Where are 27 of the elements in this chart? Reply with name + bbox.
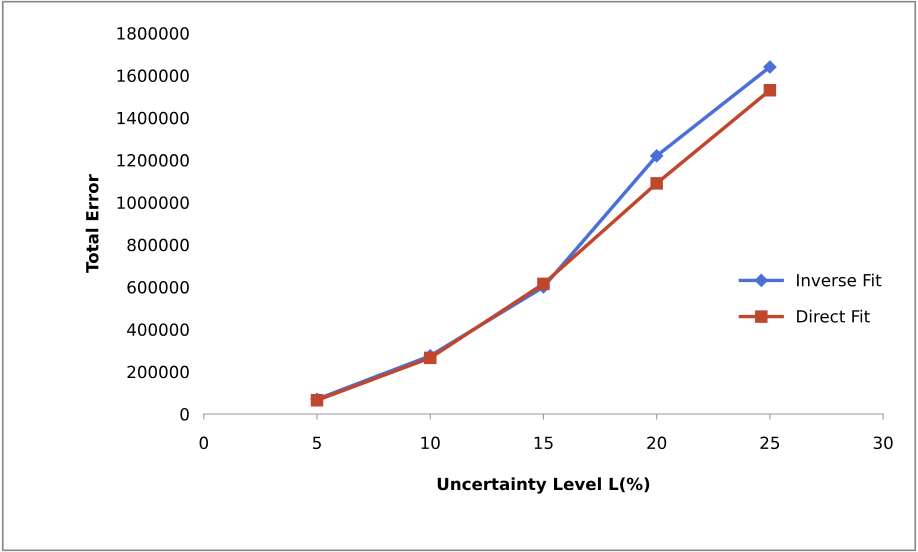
point	[537, 278, 550, 290]
x-tick-label: 15	[534, 436, 553, 450]
y-tick-label: 200000	[128, 366, 189, 378]
y-tick-label: 1600000	[118, 69, 189, 82]
x-tick-label: 25	[760, 436, 780, 450]
point	[650, 149, 664, 162]
point	[650, 177, 663, 190]
y-tick-label: 1000000	[118, 196, 189, 209]
point	[763, 60, 776, 74]
x-axis-title: Uncertainty Level L(%)	[438, 477, 650, 494]
point	[424, 352, 436, 364]
legend-label: Direct Fit	[797, 310, 870, 323]
point	[764, 84, 776, 97]
x-tick-label: 10	[421, 436, 440, 450]
y-tick-label: 0	[180, 408, 189, 421]
x-tick-label: 0	[200, 436, 208, 450]
y-axis-title: Total Error	[86, 174, 99, 273]
y-tick-label: 400000	[127, 323, 189, 336]
y-tick-label: 1800000	[118, 27, 189, 40]
x-tick-label: 20	[647, 436, 666, 450]
y-tick-label: 800000	[127, 238, 189, 252]
legend-label: Inverse Fit	[797, 274, 882, 287]
y-tick-label: 1200000	[118, 154, 189, 167]
x-tick-label: 30	[874, 436, 893, 450]
y-tick-label: 1400000	[118, 112, 189, 124]
y-tick-label: 600000	[127, 281, 189, 294]
x-tick-label: 5	[313, 436, 321, 450]
